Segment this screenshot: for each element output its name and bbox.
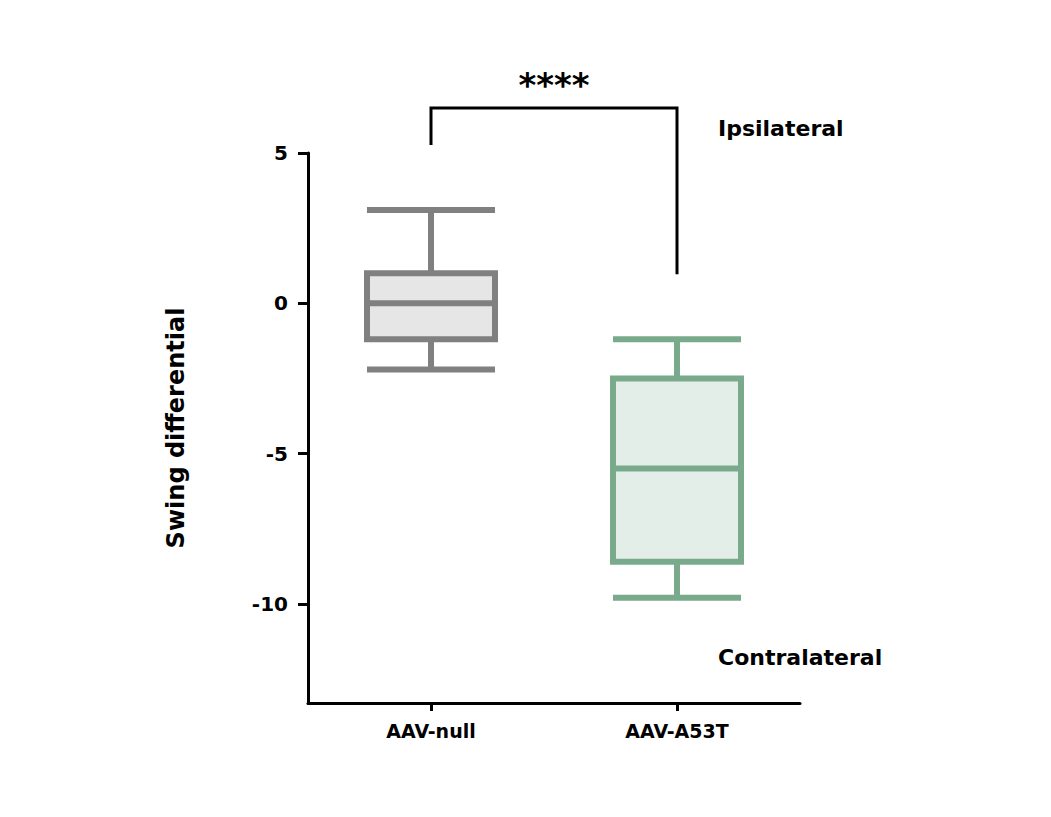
svg-text:Swing differential: Swing differential bbox=[162, 308, 190, 549]
svg-text:0: 0 bbox=[274, 291, 288, 315]
svg-text:5: 5 bbox=[274, 141, 288, 165]
svg-text:AAV-null: AAV-null bbox=[386, 720, 475, 742]
svg-text:Ipsilateral: Ipsilateral bbox=[718, 116, 844, 141]
svg-text:Contralateral: Contralateral bbox=[718, 645, 882, 670]
svg-text:-5: -5 bbox=[266, 442, 288, 466]
svg-text:-10: -10 bbox=[252, 592, 288, 616]
svg-text:AAV-A53T: AAV-A53T bbox=[625, 720, 728, 742]
svg-text:****: **** bbox=[518, 65, 589, 105]
